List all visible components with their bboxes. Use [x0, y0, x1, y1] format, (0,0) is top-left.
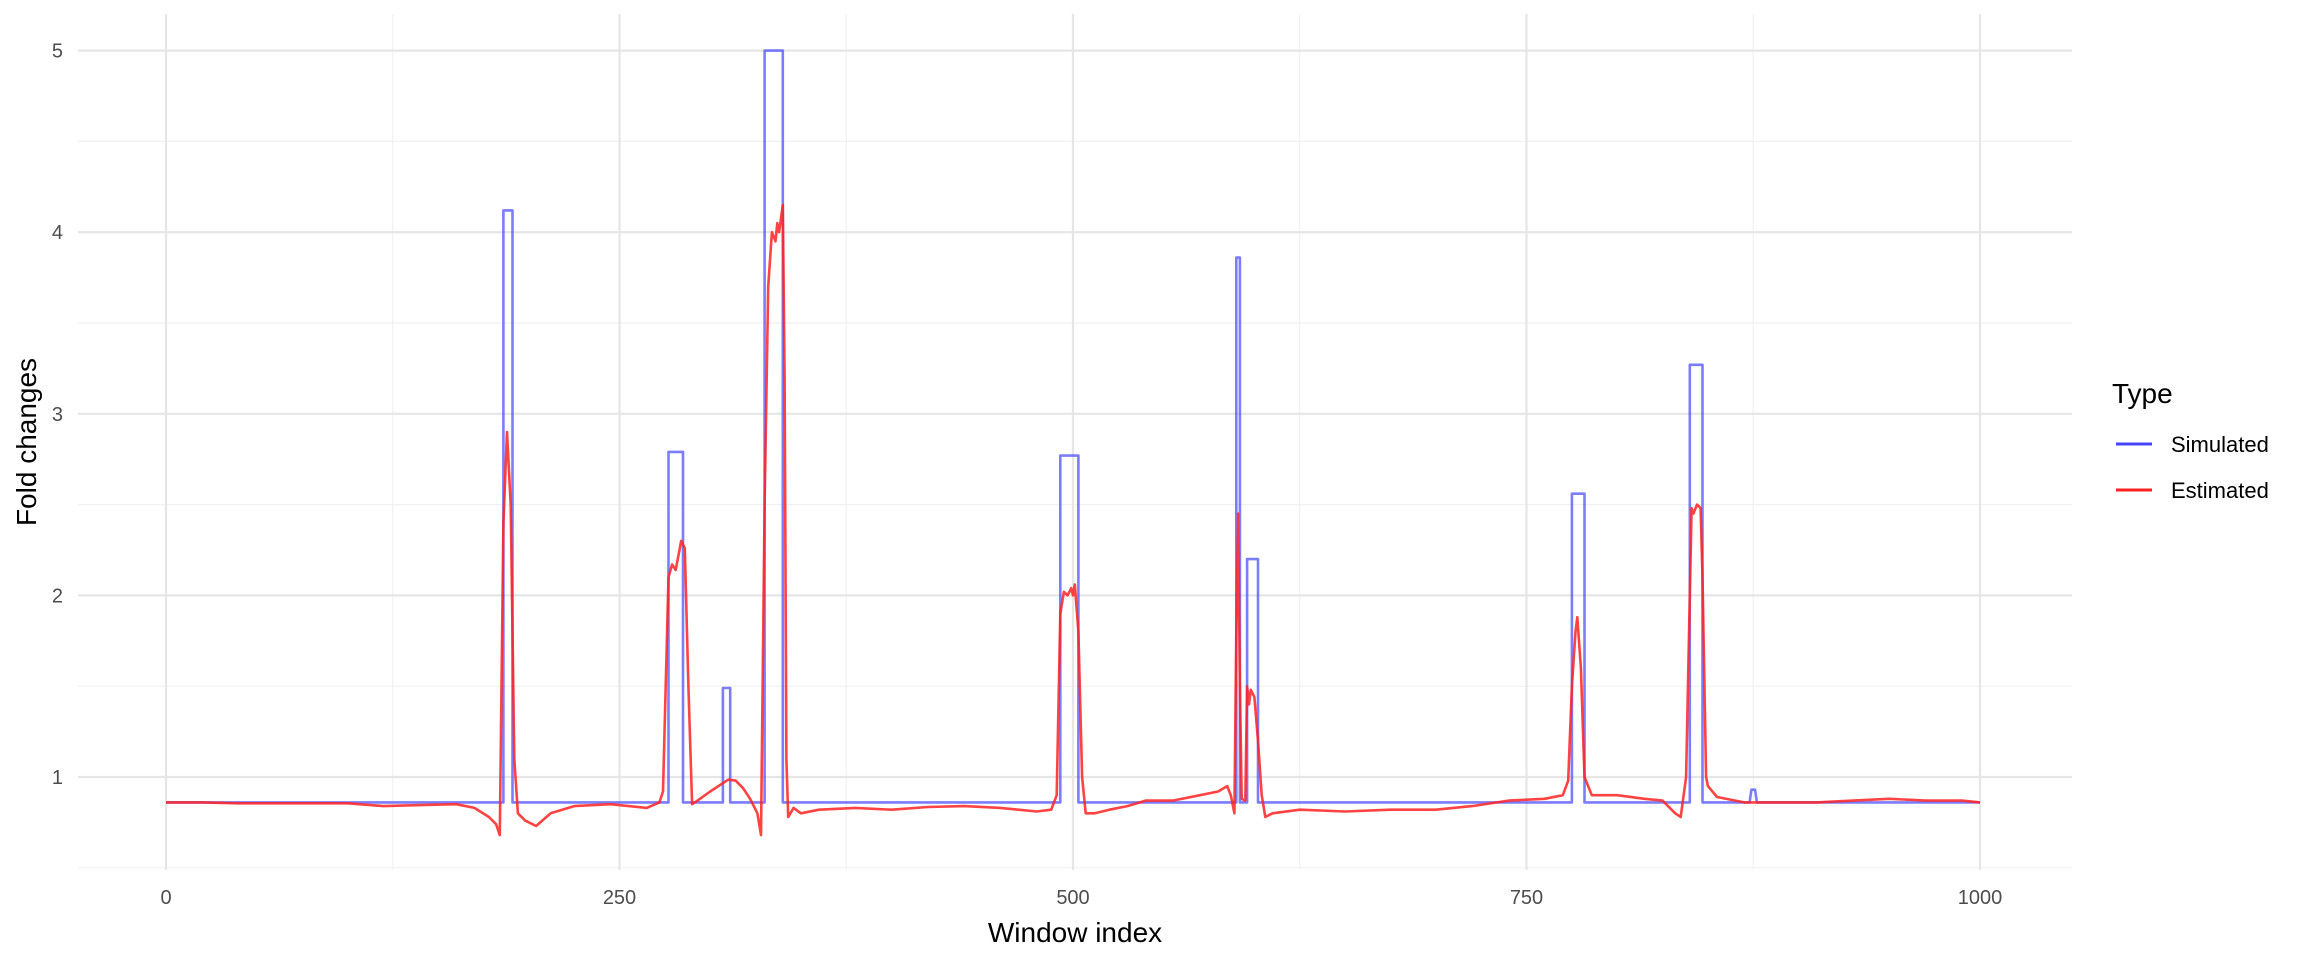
legend: Type Simulated Estimated: [2112, 378, 2269, 503]
grid-lines: [78, 14, 2072, 870]
y-tick-label: 1: [52, 767, 63, 789]
series-line-estimated: [166, 203, 1981, 837]
x-tick-label: 250: [603, 887, 636, 909]
y-tick-label: 5: [52, 41, 63, 63]
y-axis-ticks: 1 2 3 4 5: [52, 41, 63, 789]
x-tick-label: 750: [1510, 887, 1543, 909]
legend-label-simulated: Simulated: [2171, 432, 2269, 457]
y-tick-label: 4: [52, 222, 63, 244]
x-tick-label: 500: [1056, 887, 1089, 909]
x-tick-label: 0: [160, 887, 171, 909]
y-tick-label: 2: [52, 585, 63, 607]
x-axis-ticks: 0 250 500 750 1000: [160, 887, 2002, 909]
series-line-simulated: [166, 49, 1980, 804]
x-axis-title: Window index: [988, 917, 1162, 948]
y-axis-title: Fold changes: [11, 358, 42, 526]
y-tick-label: 3: [52, 404, 63, 426]
legend-title: Type: [2112, 378, 2173, 409]
series-lines: [166, 49, 1981, 837]
legend-label-estimated: Estimated: [2171, 478, 2269, 503]
x-tick-label: 1000: [1958, 887, 2003, 909]
